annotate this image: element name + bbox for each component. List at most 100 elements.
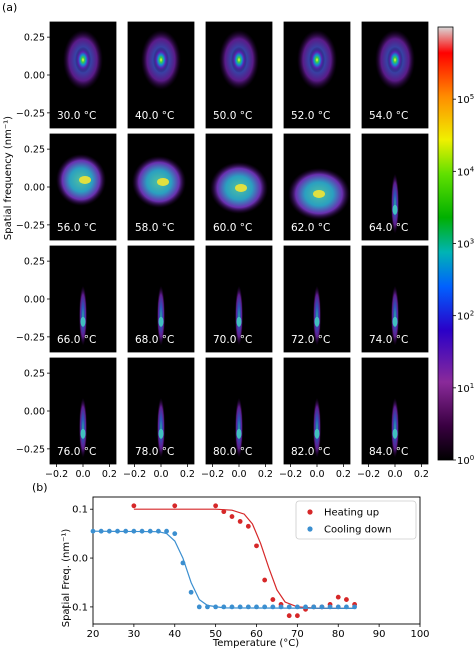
heatmap-panel-label: 84.0 °C — [369, 446, 408, 458]
colorbar-tick-label: 104 — [457, 165, 474, 178]
intensity-peak — [235, 183, 247, 192]
intensity-spot — [387, 46, 403, 73]
x-tick-label: −0.2 — [45, 469, 68, 480]
data-point — [335, 604, 341, 610]
heatmap-panel: 30.0 °C 0.25 0.00 −0.25 — [16, 21, 117, 129]
heatmap-panel: 62.0 °C — [283, 133, 351, 241]
data-point — [262, 604, 268, 610]
heatmap-panel: 74.0 °C — [361, 245, 429, 353]
legend-box — [295, 500, 417, 540]
heatmap-panel-frame — [283, 245, 351, 353]
intensity-streak — [157, 397, 165, 458]
intensity-streak — [313, 285, 321, 346]
heatmap-panel: 84.0 °C −0.2 0.0 0.2 — [357, 357, 429, 480]
data-point — [156, 528, 161, 534]
heatmap-panel: 54.0 °C — [361, 21, 429, 129]
data-point — [229, 514, 235, 519]
data-point — [221, 509, 227, 515]
intensity-streak — [391, 397, 399, 458]
intensity-streak — [313, 397, 321, 458]
panel-b-label: (b) — [32, 481, 48, 494]
x-tick-label: 30 — [128, 629, 141, 640]
data-point — [278, 604, 284, 610]
y-tick-label: 0.25 — [24, 369, 45, 380]
heatmap-panel-label: 52.0 °C — [291, 110, 330, 122]
heatmap-panel-label: 68.0 °C — [135, 334, 174, 346]
data-point — [115, 528, 120, 534]
intensity-peak — [79, 175, 91, 184]
heatmap-panel-label: 30.0 °C — [57, 110, 96, 122]
heatmap-panel-label: 60.0 °C — [213, 222, 252, 234]
data-point — [164, 528, 169, 534]
y-tick-label: 0.25 — [24, 33, 45, 44]
data-point — [188, 589, 194, 595]
heatmap-panel: 76.0 °C 0.25 0.00 −0.25 −0.2 0.0 0.2 — [16, 357, 117, 480]
x-tick-label: 50 — [209, 629, 222, 640]
data-point — [245, 604, 251, 610]
data-point — [172, 531, 178, 537]
intensity-spot — [231, 46, 247, 73]
heatmap-panel-frame — [205, 245, 273, 353]
heatmap-panel-label: 74.0 °C — [369, 334, 408, 346]
intensity-streak — [157, 285, 165, 346]
x-tick-label: 70 — [291, 629, 304, 640]
heatmap-panel: 70.0 °C — [205, 245, 273, 353]
data-point — [196, 604, 202, 610]
heatmap-panel-frame — [127, 245, 195, 353]
intensity-streak — [79, 397, 87, 458]
colorbar-tick-label: 100 — [457, 454, 474, 467]
intensity-streak — [391, 173, 399, 234]
x-tick-label: 90 — [373, 629, 386, 640]
intensity-spot — [236, 316, 242, 327]
data-point — [294, 604, 300, 610]
heatmap-panel-label: 72.0 °C — [291, 334, 330, 346]
data-point — [237, 604, 243, 610]
heatmap-panel-label: 82.0 °C — [291, 446, 330, 458]
data-point — [213, 503, 219, 509]
legend-label: Cooling down — [324, 525, 392, 536]
heatmap-grid: 30.0 °C 0.25 0.00 −0.25 40.0 °C 50.0 °C 52.0 °… — [16, 21, 429, 480]
heatmap-panel: 50.0 °C — [205, 21, 273, 129]
heatmap-panel: 78.0 °C −0.2 0.0 0.2 — [123, 357, 195, 480]
heatmap-y-axis-label: Spatial frequency (nm⁻¹) — [3, 116, 14, 240]
x-tick-label: 0.2 — [414, 469, 429, 480]
series-fit-line — [133, 508, 355, 609]
x-tick-label: −0.2 — [279, 469, 302, 480]
legend: Heating up Cooling down — [295, 500, 417, 540]
x-tick-label: 100 — [410, 629, 429, 640]
heatmap-panel: 58.0 °C — [127, 133, 195, 241]
intensity-spot — [392, 204, 398, 215]
colorbar-tick-label: 105 — [457, 93, 474, 106]
transition-plot: 20 30 40 50 60 70 80 90 100 0.1 0.0 −0.1 Heating up C… — [64, 496, 430, 640]
intensity-streak — [235, 397, 243, 458]
intensity-spot — [75, 46, 91, 73]
data-point — [262, 577, 268, 583]
heatmap-panel: 52.0 °C — [283, 21, 351, 129]
y-tick-label: −0.1 — [64, 602, 88, 613]
data-point — [303, 604, 308, 610]
data-point — [213, 604, 219, 610]
x-tick-label: 60 — [250, 629, 263, 640]
data-point — [286, 613, 292, 619]
heatmap-panel-frame — [205, 133, 273, 241]
heatmap-panel-frame — [127, 21, 195, 129]
x-tick-label: 0.2 — [258, 469, 273, 480]
intensity-spot — [80, 316, 86, 327]
heatmap-panel-label: 64.0 °C — [369, 222, 408, 234]
data-point — [180, 560, 186, 566]
data-point — [344, 604, 349, 610]
data-point — [131, 528, 137, 534]
colorbar: 100 101 102 103 104 105 — [437, 26, 474, 467]
data-point — [254, 543, 259, 549]
heatmap-panel-label: 78.0 °C — [135, 446, 174, 458]
data-point — [254, 604, 259, 610]
heatmap-panel-frame — [127, 133, 195, 241]
colorbar-tick-label: 102 — [457, 310, 474, 323]
data-point — [221, 604, 227, 610]
data-point — [245, 523, 251, 529]
data-point — [147, 528, 153, 534]
heatmap-panel: 66.0 °C 0.25 0.00 −0.25 — [16, 245, 117, 353]
x-tick-label: −0.2 — [357, 469, 380, 480]
heatmap-panel-label: 66.0 °C — [57, 334, 96, 346]
